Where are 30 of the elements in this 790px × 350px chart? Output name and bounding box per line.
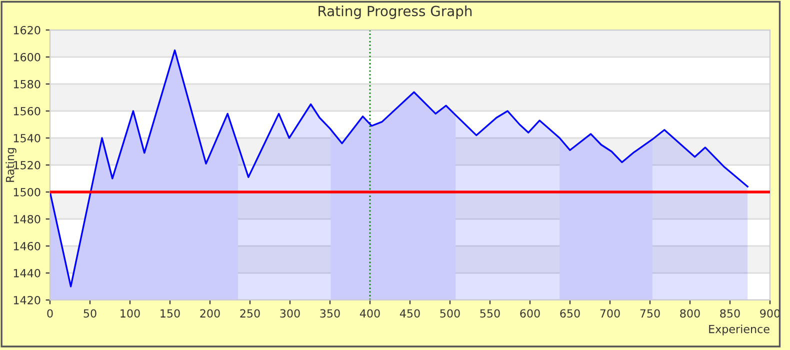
y-tick-label: 1620 (14, 26, 40, 34)
x-tick-label: 150 (160, 309, 180, 318)
x-axis-title: Experience (709, 324, 770, 336)
x-tick-label: 200 (200, 309, 220, 318)
x-tick-label: 250 (240, 309, 260, 318)
y-tick-label: 1580 (14, 80, 40, 88)
y-tick-label: 1600 (14, 52, 40, 62)
x-tick-label: 850 (720, 309, 740, 318)
x-tick-label: 50 (84, 309, 96, 318)
y-tick-label: 1540 (14, 134, 40, 142)
y-tick-label: 1560 (14, 106, 40, 116)
x-tick-label: 800 (680, 309, 700, 318)
x-tick-label: 500 (440, 309, 460, 318)
y-tick-label: 1500 (14, 188, 40, 196)
x-tick-label: 300 (280, 309, 300, 318)
x-tick-label: 450 (400, 309, 420, 318)
y-tick-label: 1480 (14, 214, 40, 224)
x-tick-label: 650 (560, 309, 580, 318)
x-tick-label: 350 (320, 309, 340, 318)
x-tick-label: 400 (360, 309, 380, 318)
y-tick-label: 1440 (14, 268, 40, 278)
x-tick-label: 750 (640, 309, 660, 318)
x-tick-label: 550 (480, 309, 500, 318)
x-tick-label: 100 (120, 309, 140, 318)
y-tick-label: 1420 (14, 296, 40, 304)
x-tick-label: 0 (47, 309, 53, 318)
chart-title: Rating Progress Graph (318, 6, 472, 19)
x-tick-label: 700 (600, 309, 620, 318)
y-tick-label: 1460 (14, 242, 40, 250)
x-tick-label: 600 (520, 309, 540, 318)
